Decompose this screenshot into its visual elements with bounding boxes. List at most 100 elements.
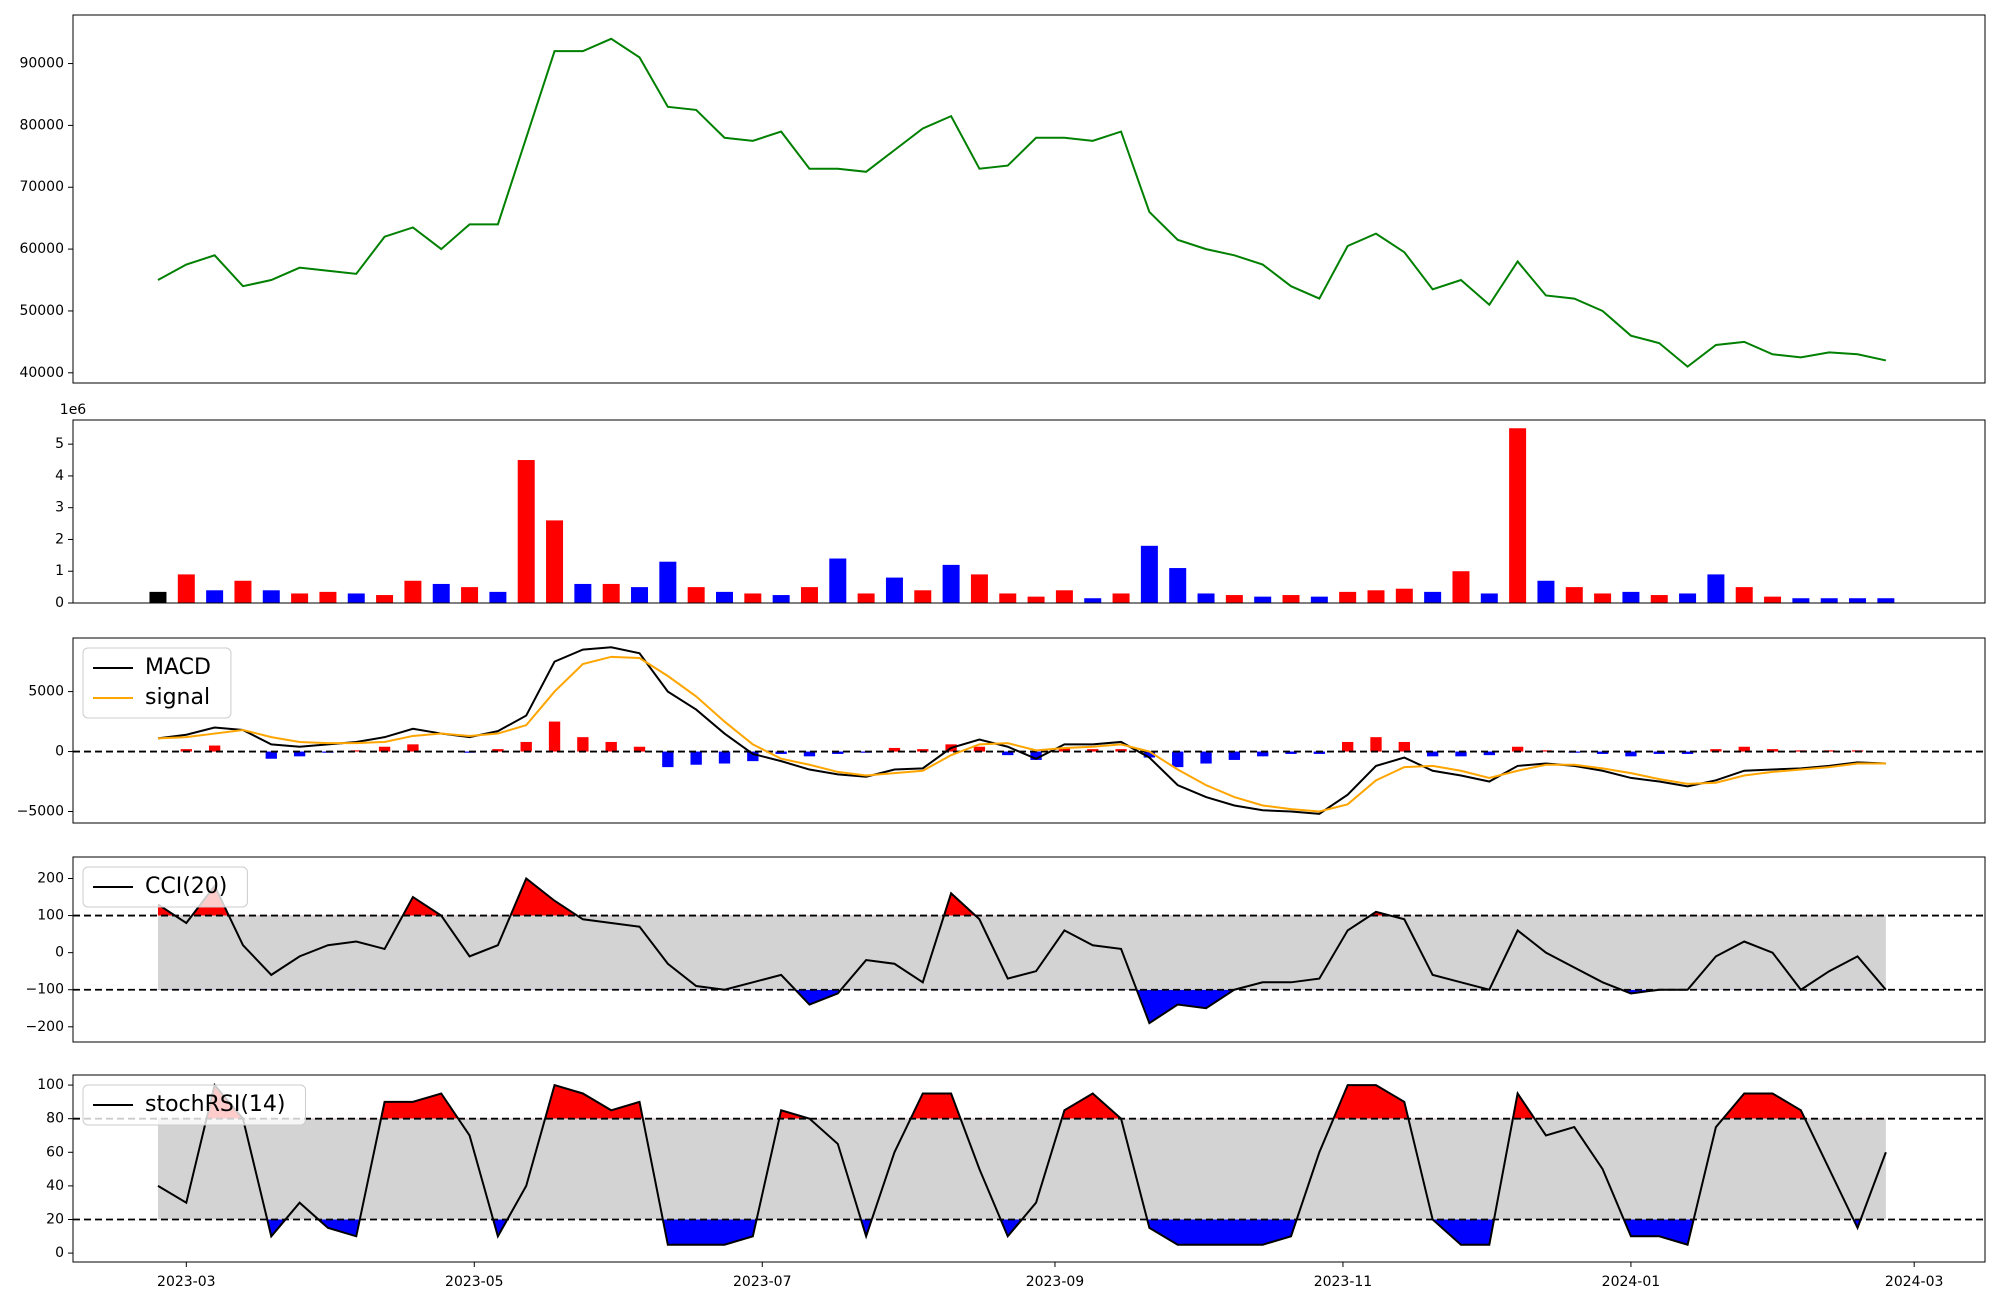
histogram-bar <box>747 751 759 762</box>
histogram-bar <box>1285 751 1297 754</box>
bar <box>461 587 479 603</box>
histogram-bar <box>1540 750 1552 752</box>
histogram-bar <box>520 741 532 752</box>
histogram-bar <box>775 751 787 754</box>
y-tick-label: 0 <box>55 945 64 961</box>
series-line <box>157 646 1886 815</box>
histogram-bar <box>1002 751 1014 756</box>
bar <box>1764 596 1782 603</box>
histogram-bar <box>180 749 192 752</box>
neutral-band <box>157 1118 1886 1220</box>
bar <box>1849 598 1867 603</box>
histogram-bar <box>548 721 561 752</box>
legend-box <box>82 866 248 908</box>
y-tick-label: 40 <box>46 1178 64 1194</box>
bar <box>1679 593 1697 603</box>
histogram-bar <box>577 737 589 752</box>
x-tick-label: 2023-03 <box>157 1274 216 1290</box>
histogram-bar <box>293 751 306 757</box>
y-tick-label: 0 <box>55 595 64 611</box>
histogram-bar <box>350 750 362 752</box>
histogram-bar <box>888 747 901 752</box>
legend-label: stochRSI(14) <box>145 1092 286 1117</box>
bar <box>1707 574 1725 603</box>
x-tick-label: 2023-11 <box>1314 1274 1373 1290</box>
x-tick-label: 2023-05 <box>445 1274 504 1290</box>
bar <box>1820 598 1838 603</box>
bar <box>1055 590 1073 603</box>
bar <box>829 558 847 603</box>
bar <box>1197 593 1215 603</box>
histogram-bar <box>662 751 674 768</box>
histogram-bar <box>1058 747 1071 752</box>
histogram-bar <box>1483 751 1495 756</box>
neutral-band <box>157 915 1886 990</box>
bar <box>1395 588 1413 603</box>
bar <box>149 591 167 603</box>
bar <box>999 593 1017 603</box>
bar <box>546 520 564 603</box>
bar <box>404 580 422 603</box>
bar <box>376 595 394 603</box>
y-tick-label: 200 <box>37 871 64 887</box>
histogram-bar <box>1342 741 1354 752</box>
bar <box>1225 595 1243 603</box>
bar <box>1622 591 1640 603</box>
histogram-bar <box>803 751 816 757</box>
bar <box>602 583 620 603</box>
bar <box>1254 596 1272 603</box>
series-line <box>157 37 1887 368</box>
bar <box>432 583 450 603</box>
histogram-bar <box>973 746 986 752</box>
histogram-bar <box>265 751 277 759</box>
bar <box>347 593 365 603</box>
histogram-bar <box>633 746 646 752</box>
histogram-bar <box>492 749 504 752</box>
histogram-bar <box>407 744 419 752</box>
y-tick-label: 2 <box>55 531 64 547</box>
bar <box>1424 591 1442 603</box>
y-tick-label: 100 <box>37 908 64 924</box>
histogram-bar <box>1738 746 1750 752</box>
y-tick-label: 5000 <box>28 684 64 700</box>
histogram-bar <box>378 746 391 752</box>
legend-box <box>82 1084 306 1126</box>
y-tick-label: 60000 <box>19 241 64 257</box>
y-tick-label: 50000 <box>19 303 64 319</box>
y-tick-label: −5000 <box>17 803 64 819</box>
bar <box>1367 590 1385 603</box>
series-line <box>157 1082 1887 1246</box>
histogram-bar <box>1257 751 1269 757</box>
bar <box>1339 591 1357 603</box>
bar <box>291 593 309 603</box>
bar <box>1877 598 1895 603</box>
legend-label: MACD <box>145 655 211 680</box>
histogram-bar <box>1681 751 1694 754</box>
y-tick-label: 1 <box>55 563 64 579</box>
bar <box>800 587 818 603</box>
bar <box>1735 587 1753 603</box>
bar <box>177 574 195 603</box>
series-line <box>157 876 1887 1025</box>
bar <box>1282 595 1300 603</box>
bar <box>659 561 677 603</box>
histogram-bar <box>917 749 929 752</box>
bar <box>970 574 988 603</box>
histogram-bar <box>1511 746 1524 752</box>
axes-frame <box>72 419 1986 604</box>
legend-label: signal <box>145 685 210 710</box>
bar <box>489 591 507 603</box>
histogram-bar <box>1370 737 1382 752</box>
histogram-bar <box>1313 751 1326 754</box>
bar <box>1509 428 1527 603</box>
histogram-bar <box>690 751 702 765</box>
histogram-bar <box>1115 749 1127 752</box>
y-tick-label: 90000 <box>19 56 64 72</box>
histogram-bar <box>1625 751 1637 757</box>
bar <box>715 591 733 603</box>
y-tick-label: 20 <box>46 1211 64 1227</box>
bar <box>1112 593 1130 603</box>
y-tick-label: −200 <box>26 1019 64 1035</box>
histogram-bar <box>1087 749 1099 752</box>
bar <box>772 595 790 603</box>
